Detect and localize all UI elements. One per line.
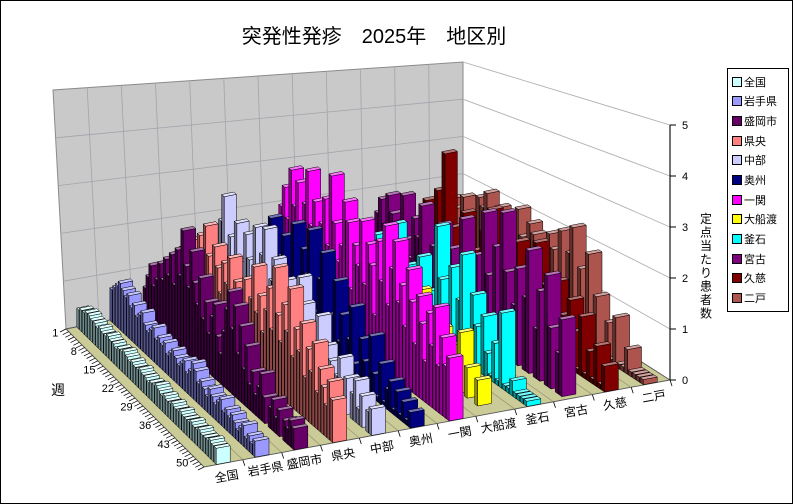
svg-text:り: り [700,266,712,280]
value-tick-label: 3 [682,222,688,234]
legend-item-iwateken[interactable]: 岩手県 [732,92,788,110]
category-label-ninohe: 二戸 [641,388,667,406]
category-label-iwateken: 岩手県 [246,458,284,479]
value-tick-label: 2 [682,273,688,285]
week-tick-label: 22 [102,383,114,395]
week-tick-label: 36 [139,420,151,432]
legend-item-kuji[interactable]: 久慈 [732,269,788,287]
legend-swatch-icon [732,116,742,127]
value-tick-label: 4 [682,171,688,183]
legend-swatch-icon [732,155,742,166]
legend-swatch-icon [732,293,742,304]
week-tick-label: 43 [158,439,170,451]
svg-text:た: た [700,253,712,267]
week-tick-label: 29 [120,402,132,414]
category-label-ofunato: 大船渡 [479,415,517,436]
legend-swatch-icon [732,194,742,205]
legend-label: 一関 [744,194,766,207]
legend-label: 釜石 [744,234,766,247]
legend-item-chubu[interactable]: 中部 [732,151,788,169]
chart-title: 突発性発疹 2025年 地区別 [242,25,507,48]
category-label-ichinoseki: 一関 [447,424,473,442]
week-tick-label: 8 [71,346,77,358]
category-label-kamaishi: 釜石 [524,408,550,427]
axis-labels: 0 1 2 3 4 5 1 8 15 22 29 36 43 50 全国 岩手県 盛岡市 県央 中部 奥州 一関 大船渡釜… [52,120,688,485]
svg-text:当: 当 [700,239,712,253]
legend-label: 久慈 [744,273,766,286]
category-label-oshu: 奥州 [408,431,434,449]
category-label-kuji: 久慈 [602,394,628,413]
svg-text:患: 患 [700,280,712,294]
legend-item-ichinoseki[interactable]: 一関 [732,191,788,209]
svg-text:定: 定 [700,211,712,226]
legend-item-kamaishi[interactable]: 釜石 [732,230,788,248]
legend-label: 全国 [744,76,766,89]
legend-swatch-icon [732,253,742,264]
legend: 全国岩手県盛岡市県央中部奥州一関大船渡釜石宮古久慈二戸 [727,68,789,312]
legend-swatch-icon [732,76,742,87]
legend-item-ofunato[interactable]: 大船渡 [732,210,788,228]
bar-series-iwateken[interactable] [109,278,270,458]
legend-swatch-icon [732,135,742,146]
bar-series-moriokashi[interactable] [142,226,309,451]
bars-3d[interactable] [76,149,658,466]
category-label-moriokashi: 盛岡市 [285,451,323,472]
svg-text:数: 数 [700,306,712,321]
legend-label: 岩手県 [744,96,777,109]
legend-swatch-icon [732,96,742,107]
legend-swatch-icon [732,234,742,245]
value-tick-label: 0 [682,375,688,387]
legend-label: 宮古 [744,253,766,266]
legend-item-zenkoku[interactable]: 全国 [732,73,788,91]
legend-label: 奥州 [744,175,766,188]
svg-text:者: 者 [700,293,712,307]
svg-text:点: 点 [700,226,712,240]
legend-label: 中部 [744,155,766,168]
depth-axis-title: 週 [51,382,65,398]
legend-label: 大船渡 [744,214,777,227]
legend-label: 盛岡市 [744,116,777,129]
legend-item-ninohe[interactable]: 二戸 [732,289,788,307]
legend-swatch-icon [732,214,742,225]
legend-label: 県央 [744,135,766,148]
legend-item-kenoh[interactable]: 県央 [732,132,788,150]
value-tick-label: 5 [682,120,688,132]
bar-series-zenkoku[interactable] [76,305,231,466]
axes [59,124,676,471]
week-tick-label: 15 [83,364,95,376]
week-tick-label: 1 [52,327,58,339]
legend-item-miyako[interactable]: 宮古 [732,250,788,268]
week-tick-label: 50 [176,457,188,469]
category-label-miyako: 宮古 [563,401,589,420]
legend-swatch-icon [732,273,742,284]
legend-item-moriokashi[interactable]: 盛岡市 [732,112,788,130]
legend-item-oshu[interactable]: 奥州 [732,171,788,189]
legend-label: 二戸 [744,293,766,306]
legend-swatch-icon [732,175,742,186]
category-label-zenkoku: 全国 [214,466,240,485]
value-tick-label: 1 [682,324,688,336]
category-label-kenoh: 県央 [330,446,356,464]
category-label-chubu: 中部 [369,437,395,456]
